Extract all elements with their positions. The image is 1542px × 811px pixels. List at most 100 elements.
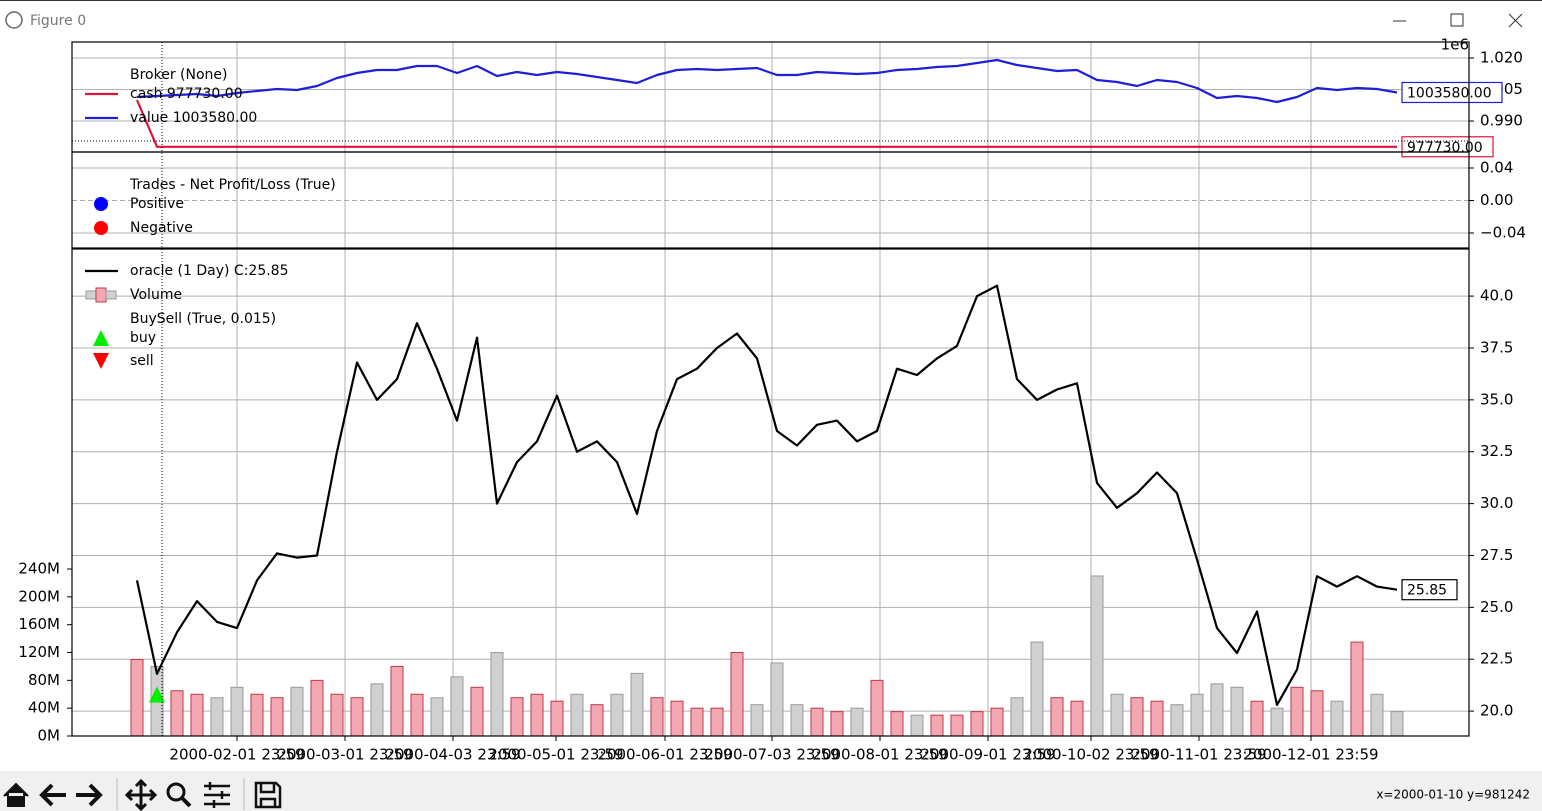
volume-bar — [430, 697, 444, 737]
last-value-label: 977730.00 — [1407, 140, 1483, 156]
volume-bar — [1150, 700, 1164, 737]
legend-sample — [94, 197, 108, 211]
x-tick-label: 2000-05-01 23:59 — [488, 746, 623, 764]
x-tick-label: 2000-03-01 23:59 — [277, 746, 412, 764]
toolbar — [0, 771, 1542, 811]
volume-bar — [910, 714, 924, 737]
pan-button[interactable] — [124, 778, 158, 811]
volume-bar — [130, 658, 144, 737]
volume-bar — [1370, 693, 1384, 737]
y-tick-label: −0.04 — [1480, 223, 1526, 241]
volume-bar — [870, 679, 884, 737]
volume-bar — [1230, 686, 1244, 737]
maximize-button[interactable] — [1450, 13, 1464, 27]
last-value-box — [1401, 579, 1458, 601]
y-tick-label: 32.5 — [1480, 442, 1513, 460]
x-tick-label: 2000-04-03 23:59 — [385, 746, 520, 764]
volume-bar — [290, 686, 304, 737]
back-button[interactable] — [39, 783, 66, 807]
volume-bar — [410, 693, 424, 737]
volume-bar — [1310, 690, 1324, 737]
y-tick-label: 22.5 — [1480, 650, 1513, 668]
y-tick-label: 37.5 — [1480, 338, 1513, 356]
volume-bar — [730, 652, 744, 737]
legend-sample — [93, 330, 109, 346]
volume-bar — [1350, 641, 1364, 737]
legend-label: sell — [130, 353, 154, 369]
y-tick-label: 25.0 — [1480, 598, 1513, 616]
zoom-handle — [180, 796, 192, 808]
y-tick-label: 0.00 — [1480, 191, 1513, 209]
volume-bar — [1210, 683, 1224, 737]
y-tick-label: 20.0 — [1480, 702, 1513, 720]
volume-bar — [270, 697, 284, 737]
volume-bar — [750, 704, 764, 737]
last-value-box — [1401, 81, 1503, 104]
volume-bar — [690, 707, 704, 737]
volume-bar — [1170, 704, 1184, 737]
axes-frame — [71, 248, 1470, 737]
home-button[interactable] — [3, 782, 29, 807]
legend-sample — [105, 290, 117, 300]
volume-bar — [590, 704, 604, 737]
legend-sample — [94, 221, 108, 235]
configure-button[interactable] — [204, 782, 230, 808]
y2-tick-label: 160M — [18, 615, 60, 633]
legend-label: buy — [130, 330, 156, 346]
volume-bar — [990, 707, 1004, 737]
x-tick-label: 2000-10-02 23:59 — [1023, 746, 1158, 764]
volume-bar — [610, 693, 624, 737]
volume-bar — [1090, 575, 1104, 737]
close-button[interactable] — [1508, 13, 1523, 28]
volume-bar — [230, 686, 244, 737]
volume-bar — [350, 697, 364, 737]
forward-button[interactable] — [76, 783, 103, 807]
volume-bar — [1050, 697, 1064, 737]
x-tick-label: 2000-08-01 23:59 — [812, 746, 947, 764]
volume-bar — [850, 707, 864, 737]
legend-group-title: BuySell (True, 0.015) — [130, 311, 276, 327]
volume-bar — [530, 693, 544, 737]
volume-bar — [1130, 697, 1144, 737]
y-tick-label: 30.0 — [1480, 494, 1513, 512]
volume-bar — [830, 711, 844, 737]
volume-bar — [470, 686, 484, 737]
volume-bar — [630, 672, 644, 737]
plot-area: 0.9901.0051.0201e6977730.001003580.00Bro… — [18, 36, 1526, 764]
volume-bar — [250, 693, 264, 737]
x-tick-label: 2000-06-01 23:59 — [597, 746, 732, 764]
save-button[interactable] — [254, 781, 282, 809]
y-tick-label: 27.5 — [1480, 546, 1513, 564]
y2-tick-label: 200M — [18, 587, 60, 605]
volume-bar — [550, 700, 564, 737]
volume-bar — [650, 697, 664, 737]
legend-sample — [95, 287, 107, 303]
volume-bar — [510, 697, 524, 737]
y-tick-label: 1.020 — [1480, 49, 1523, 67]
y2-tick-label: 0M — [38, 727, 61, 745]
y-tick-label: 0.04 — [1480, 159, 1513, 177]
volume-bar — [770, 662, 784, 737]
volume-bar — [890, 711, 904, 737]
y2-tick-label: 40M — [28, 699, 60, 717]
data-line — [135, 284, 1398, 706]
volume-bar — [1390, 711, 1404, 737]
volume-bar — [1290, 686, 1304, 737]
x-tick-label: 2000-12-01 23:59 — [1243, 746, 1378, 764]
trade-marker — [149, 686, 165, 703]
volume-bar — [390, 665, 404, 737]
volume-bar — [1030, 641, 1044, 737]
volume-bar — [210, 697, 224, 737]
volume-bar — [170, 690, 184, 737]
volume-bar — [950, 714, 964, 737]
data-line — [136, 58, 1398, 104]
zoom-button[interactable] — [166, 782, 186, 802]
legend-label: oracle (1 Day) C:25.85 — [130, 263, 289, 279]
volume-bar — [190, 693, 204, 737]
volume-bar — [710, 707, 724, 737]
volume-bar — [1330, 700, 1344, 737]
axes-frame — [71, 151, 1470, 249]
volume-bar — [670, 700, 684, 737]
